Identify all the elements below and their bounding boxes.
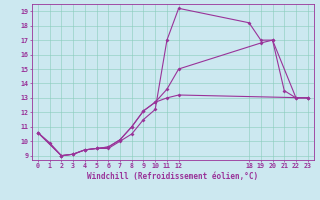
- X-axis label: Windchill (Refroidissement éolien,°C): Windchill (Refroidissement éolien,°C): [87, 172, 258, 181]
